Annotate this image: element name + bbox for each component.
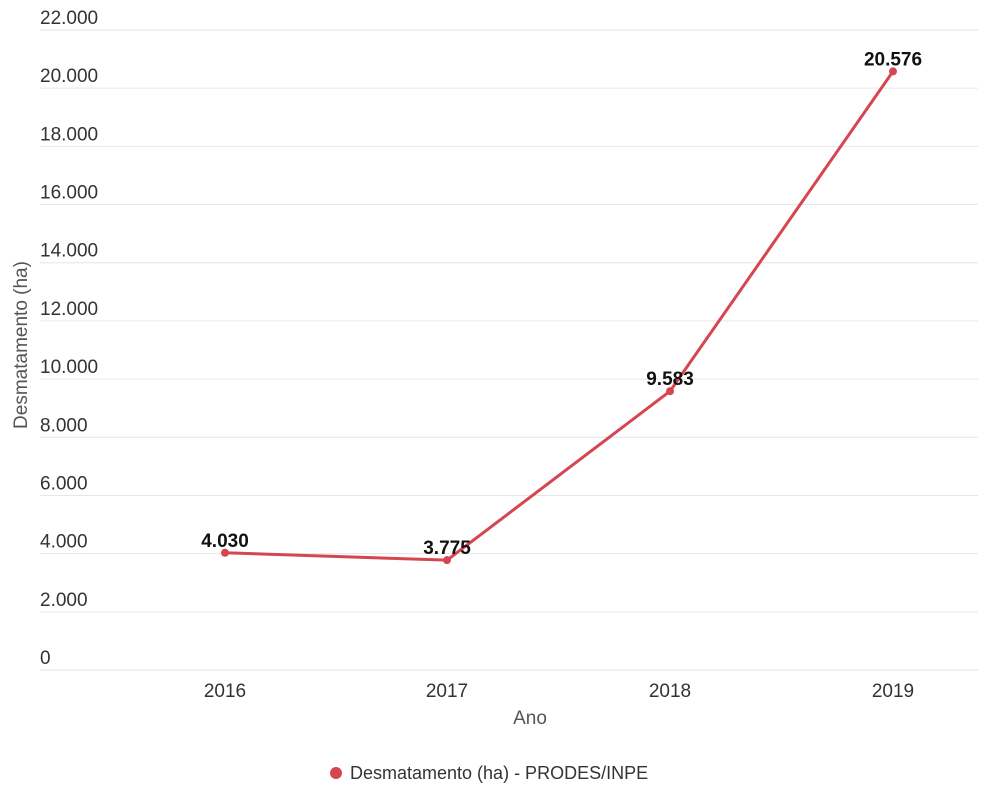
x-tick-label: 2019 [872,681,914,702]
data-point[interactable] [443,556,451,565]
y-tick-label: 16.000 [40,183,98,204]
data-point[interactable] [666,387,674,396]
y-tick-label: 0 [40,648,51,669]
grid-lines [40,29,978,671]
y-tick-label: 6.000 [40,473,88,494]
data-labels: 4.030 3.775 9.583 20.576 [201,49,922,559]
y-tick-label: 18.000 [40,124,98,145]
x-tick-label: 2018 [649,681,691,702]
y-tick-label: 14.000 [40,241,98,262]
data-point[interactable] [889,67,897,76]
data-label: 9.583 [646,369,694,390]
x-tick-label: 2016 [204,681,246,702]
y-tick-label: 2.000 [40,590,88,611]
data-series [221,67,897,565]
y-tick-label: 4.000 [40,532,88,553]
y-tick-label: 10.000 [40,357,98,378]
y-tick-label: 8.000 [40,415,88,436]
data-label: 3.775 [423,538,471,559]
x-axis-tick-labels: 2016 2017 2018 2019 [204,681,914,702]
data-point[interactable] [221,548,229,557]
x-tick-label: 2017 [426,681,468,702]
legend-entry[interactable]: Desmatamento (ha) - PRODES/INPE [350,763,648,783]
y-tick-label: 12.000 [40,299,98,320]
legend[interactable]: Desmatamento (ha) - PRODES/INPE [330,763,648,783]
y-axis-title: Desmatamento (ha) [11,261,32,429]
y-axis-tick-labels: 0 2.000 4.000 6.000 8.000 10.000 12.000 14.000 1… [40,8,98,669]
legend-marker [330,767,342,779]
data-label: 20.576 [864,49,922,70]
series-line [224,70,895,562]
data-label: 4.030 [201,531,249,552]
y-tick-label: 20.000 [40,66,98,87]
y-tick-label: 22.000 [40,8,98,29]
x-axis-title: Ano [513,708,547,729]
